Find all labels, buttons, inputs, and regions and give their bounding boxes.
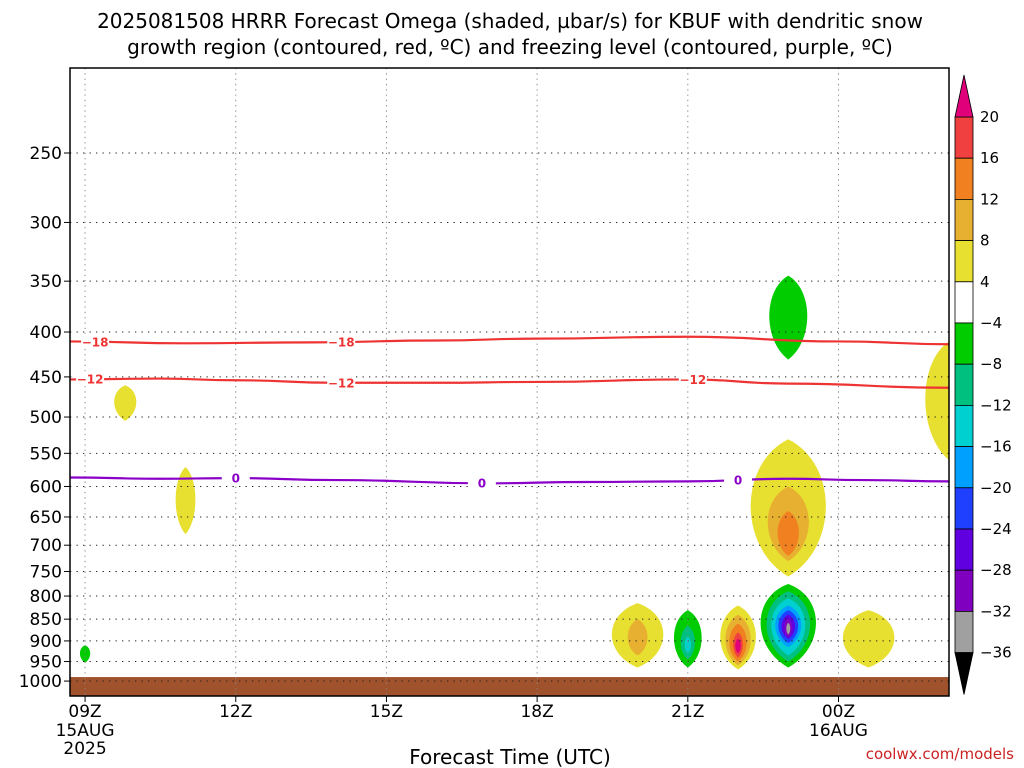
contour-label: 0 — [734, 474, 742, 488]
contour-label-bg — [81, 333, 110, 349]
x-tick-label: 09Z — [68, 702, 101, 722]
colorbar-tick-label: −28 — [980, 561, 1012, 579]
contour-line — [70, 377, 949, 389]
y-tick-label: 500 — [30, 408, 62, 428]
colorbar-tick-label: −8 — [980, 355, 1002, 373]
x-tick-label: 18Z — [520, 702, 553, 722]
pressure-axis: 2503003504004505005506006507007508008509… — [19, 144, 70, 692]
colorbar-top-arrow — [954, 74, 974, 118]
chart-title-line2: growth region (contoured, red, ºC) and f… — [127, 35, 893, 59]
contour-label-bg — [724, 472, 753, 488]
y-tick-label: 450 — [30, 368, 62, 388]
x-tick-year: 2025 — [63, 739, 106, 759]
colorbar-swatch — [954, 569, 974, 612]
colorbar-swatch — [954, 281, 974, 324]
y-tick-label: 300 — [30, 213, 62, 233]
x-axis-label: Forecast Time (UTC) — [409, 745, 611, 768]
colorbar-bottom-arrow — [954, 652, 974, 695]
surface-layer — [70, 677, 949, 696]
y-tick-label: 950 — [30, 653, 62, 673]
contour-label: −12 — [77, 373, 104, 387]
contour-label: −12 — [679, 373, 706, 387]
colorbar-tick-label: 4 — [980, 273, 990, 291]
contour-label-bg — [327, 333, 356, 349]
contour-label: 0 — [232, 472, 240, 486]
contour-line — [70, 476, 949, 485]
colorbar-tick-label: −20 — [980, 479, 1012, 497]
colorbar-tick-label: −24 — [980, 520, 1012, 538]
colorbar-tick-label: −36 — [980, 644, 1012, 662]
omega-cell — [786, 622, 791, 635]
contour-label: −12 — [328, 376, 355, 390]
colorbar-swatch — [954, 116, 974, 159]
y-tick-label: 900 — [30, 632, 62, 652]
colorbar-swatch — [954, 611, 974, 654]
contour-label: −18 — [82, 335, 109, 349]
contour-label-bg — [327, 374, 356, 390]
chart-title-line1: 2025081508 HRRR Forecast Omega (shaded, … — [97, 9, 923, 33]
contour-label: 0 — [478, 477, 486, 491]
y-tick-label: 850 — [30, 610, 62, 630]
x-tick-label: 00Z — [822, 702, 855, 722]
surface-terrain — [70, 677, 949, 696]
contour-label-bg — [467, 475, 496, 491]
colorbar-tick-label: 8 — [980, 232, 990, 250]
colorbar-swatch — [954, 487, 974, 530]
y-tick-label: 700 — [30, 536, 62, 556]
colorbar-tick-label: −12 — [980, 396, 1012, 414]
y-tick-label: 250 — [30, 144, 62, 164]
y-tick-label: 350 — [30, 272, 62, 292]
omega-cell — [79, 645, 91, 663]
y-tick-label: 550 — [30, 444, 62, 464]
omega-cell — [777, 511, 799, 556]
colorbar-tick-label: −32 — [980, 602, 1012, 620]
colorbar-swatch — [954, 528, 974, 571]
y-tick-label: 650 — [30, 508, 62, 528]
x-tick-label: 21Z — [671, 702, 704, 722]
omega-cell — [735, 638, 741, 654]
contour-label-bg — [678, 371, 707, 387]
y-tick-label: 400 — [30, 323, 62, 343]
colorbar-swatch — [954, 157, 974, 200]
colorbar-swatch — [954, 198, 974, 241]
colorbar-tick-label: −4 — [980, 314, 1002, 332]
omega-cell — [684, 636, 691, 654]
y-tick-label: 600 — [30, 477, 62, 497]
contour-label-bg — [221, 470, 250, 486]
colorbar-tick-label: 16 — [980, 149, 999, 167]
colorbar-swatch — [954, 322, 974, 365]
y-tick-label: 750 — [30, 562, 62, 582]
omega-cell — [842, 610, 895, 668]
y-tick-label: 1000 — [19, 672, 62, 692]
colorbar-tick-label: −16 — [980, 438, 1012, 456]
colorbar-swatch — [954, 240, 974, 283]
colorbar: 20 16 12 8 4 −4 −8 −12 −16 −20 −24 −28 −32 −36 — [954, 74, 1012, 695]
omega-cell — [175, 466, 196, 535]
colorbar-tick-label: 20 — [980, 108, 999, 126]
temperature-contours: −18 −18 −12 −12 −12 0 0 0 — [70, 333, 949, 491]
colorbar-swatch — [954, 446, 974, 489]
x-tick-label: 12Z — [219, 702, 252, 722]
omega-cell — [114, 385, 137, 421]
y-tick-label: 800 — [30, 587, 62, 607]
credit-text: coolwx.com/models — [866, 745, 1014, 763]
omega-cell — [627, 619, 648, 656]
plot-frame — [69, 67, 950, 697]
contour-label-bg — [76, 371, 105, 387]
omega-cell — [925, 341, 949, 461]
colorbar-tick-label: 12 — [980, 190, 999, 208]
contour-label: −18 — [328, 335, 355, 349]
x-tick-date: 15AUG — [56, 721, 115, 741]
colorbar-swatch — [954, 404, 974, 447]
omega-shading — [79, 275, 949, 670]
x-tick-date: 16AUG — [809, 721, 868, 741]
contour-line — [70, 335, 949, 346]
colorbar-swatch — [954, 363, 974, 406]
omega-cell — [769, 275, 808, 360]
x-tick-label: 15Z — [370, 702, 403, 722]
